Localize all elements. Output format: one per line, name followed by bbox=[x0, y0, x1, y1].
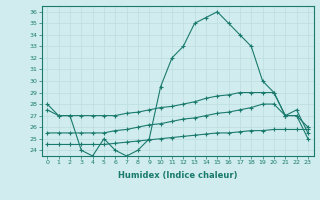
X-axis label: Humidex (Indice chaleur): Humidex (Indice chaleur) bbox=[118, 171, 237, 180]
